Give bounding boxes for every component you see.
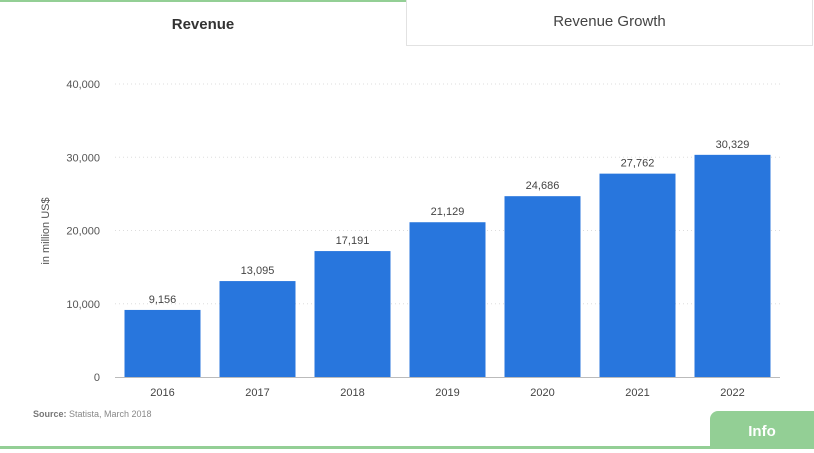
x-tick-label: 2018	[340, 387, 364, 399]
info-button[interactable]: Info	[710, 411, 814, 447]
bar-2018[interactable]	[314, 251, 391, 377]
data-label: 30,329	[716, 139, 750, 151]
y-tick-label: 20,000	[66, 226, 100, 238]
x-tick-label: 2020	[530, 387, 554, 399]
tab-revenue-growth[interactable]: Revenue Growth	[406, 0, 813, 46]
bar-2021[interactable]	[599, 173, 676, 377]
x-tick-label: 2019	[435, 387, 459, 399]
source-text: Statista, March 2018	[66, 409, 152, 419]
data-label: 24,686	[526, 180, 560, 192]
data-label: 21,129	[431, 206, 465, 218]
x-tick-label: 2016	[150, 387, 174, 399]
y-tick-label: 40,000	[66, 79, 100, 91]
data-label: 9,156	[149, 294, 177, 306]
bottom-divider	[0, 446, 814, 449]
data-label: 27,762	[621, 158, 655, 170]
bar-2020[interactable]	[504, 196, 581, 377]
y-tick-label: 10,000	[66, 299, 100, 311]
x-tick-label: 2017	[245, 387, 269, 399]
bar-2016[interactable]	[124, 309, 201, 377]
tab-revenue[interactable]: Revenue	[0, 0, 406, 46]
bar-2017[interactable]	[219, 281, 296, 377]
y-tick-label: 30,000	[66, 152, 100, 164]
y-tick-label: 0	[94, 372, 100, 384]
source-note: Source: Statista, March 2018	[33, 409, 152, 419]
x-tick-label: 2022	[720, 387, 744, 399]
x-tick-label: 2021	[625, 387, 649, 399]
data-label: 17,191	[336, 235, 370, 247]
data-label: 13,095	[241, 265, 275, 277]
bar-2022[interactable]	[694, 154, 771, 377]
bar-2019[interactable]	[409, 222, 486, 377]
y-axis-label: in million US$	[40, 197, 52, 264]
source-label: Source:	[33, 409, 67, 419]
